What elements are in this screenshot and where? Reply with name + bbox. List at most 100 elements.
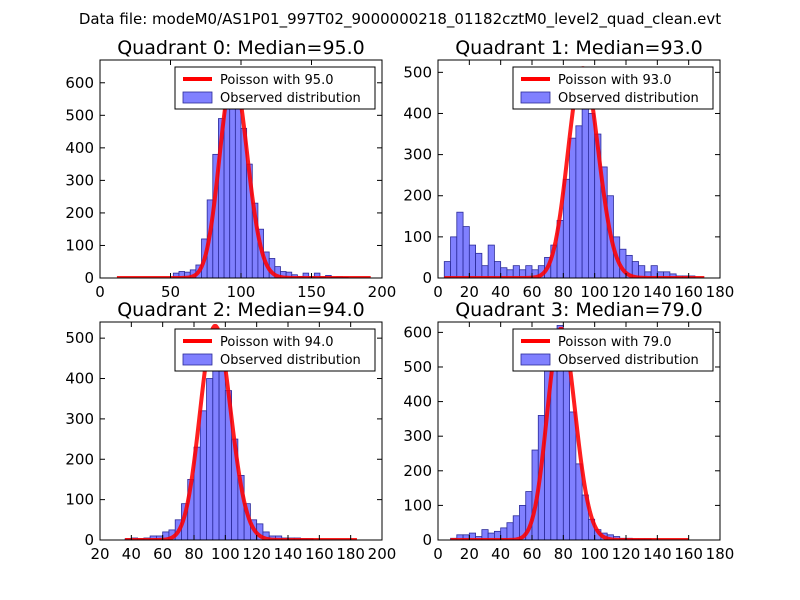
histogram-bar bbox=[462, 226, 470, 278]
x-tick-label: 100 bbox=[227, 283, 256, 301]
legend-label-observed: Observed distribution bbox=[558, 353, 699, 368]
figure-title: Data file: modeM0/AS1P01_997T02_90000002… bbox=[79, 10, 721, 29]
y-tick-label: 500 bbox=[65, 106, 94, 124]
x-tick-label: 120 bbox=[612, 545, 641, 563]
y-tick-label: 600 bbox=[65, 74, 94, 92]
y-tick-label: 100 bbox=[65, 236, 94, 254]
legend-label-poisson: Poisson with 93.0 bbox=[558, 73, 671, 88]
x-tick-label: 60 bbox=[522, 545, 541, 563]
x-tick-label: 100 bbox=[211, 545, 240, 563]
x-tick-label: 20 bbox=[90, 545, 109, 563]
y-tick-label: 500 bbox=[403, 358, 432, 376]
x-tick-label: 100 bbox=[580, 545, 609, 563]
y-tick-label: 100 bbox=[65, 491, 94, 509]
x-tick-label: 40 bbox=[491, 283, 510, 301]
x-tick-label: 0 bbox=[433, 283, 443, 301]
legend-bar-swatch bbox=[182, 353, 213, 366]
legend-label-observed: Observed distribution bbox=[558, 91, 699, 106]
y-tick-label: 200 bbox=[403, 462, 432, 480]
y-tick-label: 100 bbox=[403, 496, 432, 514]
x-tick-label: 140 bbox=[643, 283, 672, 301]
axes-frame bbox=[437, 321, 721, 541]
histogram-bar bbox=[443, 261, 451, 278]
x-tick-label: 50 bbox=[161, 283, 180, 301]
y-tick-label: 0 bbox=[84, 531, 94, 549]
legend-bar-swatch bbox=[520, 91, 551, 104]
legend-label-observed: Observed distribution bbox=[220, 91, 361, 106]
histogram-bar bbox=[493, 261, 502, 278]
histogram-bar bbox=[512, 515, 520, 540]
histogram-bar bbox=[487, 244, 495, 278]
y-tick-label: 300 bbox=[65, 171, 94, 189]
y-tick-label: 100 bbox=[403, 228, 432, 246]
y-tick-label: 0 bbox=[84, 269, 94, 287]
y-tick-label: 300 bbox=[65, 410, 94, 428]
histogram-bar bbox=[218, 353, 226, 540]
panel-title: Quadrant 2: Median=94.0 bbox=[117, 299, 365, 321]
y-tick-label: 300 bbox=[403, 146, 432, 164]
y-tick-label: 0 bbox=[422, 269, 432, 287]
legend-label-poisson: Poisson with 79.0 bbox=[558, 335, 671, 350]
x-tick-label: 60 bbox=[153, 545, 172, 563]
plot-area bbox=[450, 325, 690, 540]
poisson-curve bbox=[116, 72, 372, 278]
x-tick-label: 120 bbox=[612, 283, 641, 301]
legend-label-poisson: Poisson with 95.0 bbox=[220, 73, 333, 88]
x-tick-label: 0 bbox=[433, 545, 443, 563]
axes-frame bbox=[99, 321, 383, 541]
x-tick-label: 150 bbox=[297, 283, 326, 301]
legend: Poisson with 93.0 Observed distribution bbox=[512, 66, 714, 110]
x-tick-label: 40 bbox=[491, 545, 510, 563]
y-tick-label: 500 bbox=[403, 63, 432, 81]
x-tick-label: 100 bbox=[580, 283, 609, 301]
histogram-bar bbox=[506, 522, 514, 540]
panel-3: 0 20 40 60 80 100 120 140 160 1800100200300400500… bbox=[403, 299, 734, 563]
x-tick-label: 160 bbox=[674, 545, 703, 563]
panel-title: Quadrant 0: Median=95.0 bbox=[117, 37, 365, 59]
y-tick-label: 400 bbox=[403, 393, 432, 411]
x-tick-label: 180 bbox=[706, 545, 735, 563]
panel-1: 0 20 40 60 80 100 120 140 160 1800100200300400500… bbox=[403, 37, 734, 301]
x-tick-label: 40 bbox=[122, 545, 141, 563]
histogram-bar bbox=[199, 410, 207, 540]
histogram-bar bbox=[569, 137, 577, 278]
histogram-bar bbox=[456, 211, 464, 278]
legend-bar-swatch bbox=[182, 91, 213, 104]
histogram-bar bbox=[588, 113, 596, 278]
legend: Poisson with 94.0 Observed distribution bbox=[174, 328, 376, 372]
legend-label-poisson: Poisson with 94.0 bbox=[220, 335, 333, 350]
histogram-bar bbox=[562, 352, 571, 540]
y-tick-label: 600 bbox=[403, 323, 432, 341]
x-tick-label: 160 bbox=[674, 283, 703, 301]
legend-label-observed: Observed distribution bbox=[220, 353, 361, 368]
x-tick-label: 60 bbox=[522, 283, 541, 301]
legend: Poisson with 95.0 Observed distribution bbox=[174, 66, 376, 110]
histogram-bar bbox=[569, 411, 577, 540]
panel-title: Quadrant 1: Median=93.0 bbox=[455, 37, 703, 59]
histogram-bar bbox=[450, 236, 458, 278]
histogram-bar bbox=[475, 252, 483, 278]
histogram-bar bbox=[206, 378, 214, 540]
x-tick-label: 180 bbox=[336, 545, 365, 563]
x-tick-label: 140 bbox=[643, 545, 672, 563]
histogram-bar bbox=[575, 125, 583, 278]
panel-2: 20 40 60 80 100 120 140 160 180 20001002003004005… bbox=[65, 299, 396, 563]
y-tick-label: 400 bbox=[65, 370, 94, 388]
x-tick-label: 0 bbox=[95, 283, 105, 301]
y-tick-label: 200 bbox=[403, 187, 432, 205]
legend: Poisson with 79.0 Observed distribution bbox=[512, 328, 714, 372]
panel-title: Quadrant 3: Median=79.0 bbox=[455, 299, 703, 321]
legend-bar-swatch bbox=[520, 353, 551, 366]
y-tick-label: 200 bbox=[65, 450, 94, 468]
x-tick-label: 20 bbox=[460, 545, 479, 563]
y-tick-label: 0 bbox=[422, 531, 432, 549]
panel-0: 0 50 100 150 200 0 100 200 300 400 500 600 Quadrant … bbox=[65, 37, 396, 301]
y-tick-label: 400 bbox=[65, 139, 94, 157]
x-tick-label: 200 bbox=[368, 545, 397, 563]
y-tick-label: 300 bbox=[403, 427, 432, 445]
x-tick-label: 80 bbox=[554, 283, 573, 301]
x-tick-label: 140 bbox=[274, 545, 303, 563]
histogram-bar bbox=[468, 244, 476, 278]
x-tick-label: 80 bbox=[184, 545, 203, 563]
